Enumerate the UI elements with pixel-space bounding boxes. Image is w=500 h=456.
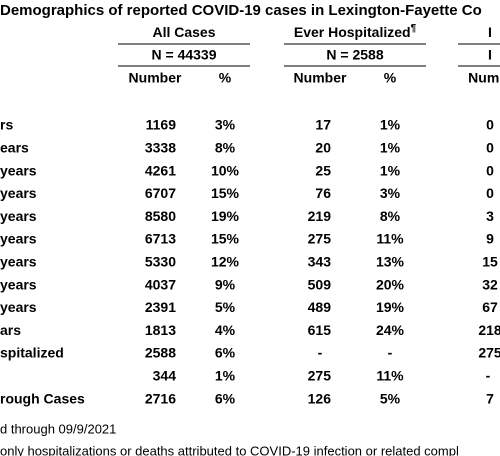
group-name: All Cases [152,24,215,40]
cell: 4037 [145,276,176,292]
row-label: years [0,276,37,292]
cell: 32 [482,276,498,292]
column-header: % [384,70,397,86]
cell: 15% [211,185,240,201]
table-title: Demographics of reported COVID-19 cases … [0,2,482,19]
cell: 20 [315,140,331,156]
cell: 11% [376,368,404,384]
cell: 1% [380,117,401,133]
group-n: N = 2588 [326,47,383,63]
row-label: rough Cases [0,390,85,406]
cell: 8% [380,208,401,224]
cell: 3 [486,208,494,224]
row-label: years [0,185,37,201]
group-name: Ever Hospitalized [294,24,411,40]
cell: 6713 [145,231,176,247]
cell: 218 [478,322,500,338]
cell: 2391 [145,299,176,315]
cell: 2716 [145,390,176,406]
cell: 0 [486,117,494,133]
group-n: N = 44339 [152,47,217,63]
cell: 1% [215,368,236,384]
cell: 4% [215,322,236,338]
cell: 6% [215,390,236,406]
cell: 1169 [146,117,177,133]
cell: 5330 [145,254,176,270]
row-label: ears [0,140,29,156]
cell: 15% [211,231,240,247]
cell: 0 [486,162,494,178]
cell: 10% [211,162,240,178]
cell: 6% [215,345,236,361]
footnote: d through 09/9/2021 [0,421,116,436]
group-header: I [488,24,492,40]
cell: 2588 [145,345,176,361]
cell: 509 [308,276,332,292]
cell: 20% [376,276,405,292]
group-header: Ever Hospitalized¶ [294,23,417,40]
row-label: years [0,299,37,315]
cell: 9 [486,231,494,247]
cell: 3% [380,185,401,201]
row-label: years [0,254,37,270]
cell: 219 [308,208,332,224]
group-name: I [488,24,492,40]
cell: 4261 [145,162,176,178]
cell: 6707 [145,185,176,201]
cell: 5% [215,299,236,315]
cell: 1813 [145,322,176,338]
row-label: rs [0,117,13,133]
cell: 17 [315,117,331,133]
cell: 1% [380,140,401,156]
cell: 19% [211,208,240,224]
cell: 275 [308,231,332,247]
cell: 8580 [145,208,176,224]
cell: 5% [380,390,401,406]
row-label: ars [0,322,21,338]
cell: 344 [153,368,177,384]
group-header: All Cases [152,24,215,40]
cell: 76 [315,185,331,201]
cell: 615 [308,322,332,338]
footnote: only hospitalizations or deaths attribut… [0,443,459,456]
row-label: years [0,162,37,178]
cell: 126 [308,390,332,406]
cell: 3% [215,117,236,133]
column-header: Numb [468,70,500,86]
cell: 275 [478,345,500,361]
cell: 343 [308,254,332,270]
cell: - [318,345,323,361]
cell: 19% [376,299,405,315]
cell: 13% [376,254,405,270]
cell: 0 [486,140,494,156]
cell: 275 [308,368,332,384]
cell: 11% [376,231,404,247]
footnote-mark: ¶ [411,23,417,34]
row-label: spitalized [0,345,64,361]
cell: 8% [215,140,236,156]
column-header: % [219,70,232,86]
cell: - [388,345,393,361]
cell: 0 [486,185,494,201]
cell: 9% [215,276,236,292]
cell: 7 [486,390,494,406]
cell: 1% [380,162,401,178]
cell: 12% [211,254,240,270]
column-header: Number [129,70,182,86]
cell: 3338 [145,140,176,156]
group-n: I [488,47,492,63]
cell: - [486,368,491,384]
cell: 489 [308,299,332,315]
cell: 67 [482,299,498,315]
cell: 24% [376,322,405,338]
row-label: years [0,231,37,247]
cell: 15 [482,254,498,270]
row-label: years [0,208,37,224]
column-header: Number [294,70,347,86]
cell: 25 [315,162,331,178]
